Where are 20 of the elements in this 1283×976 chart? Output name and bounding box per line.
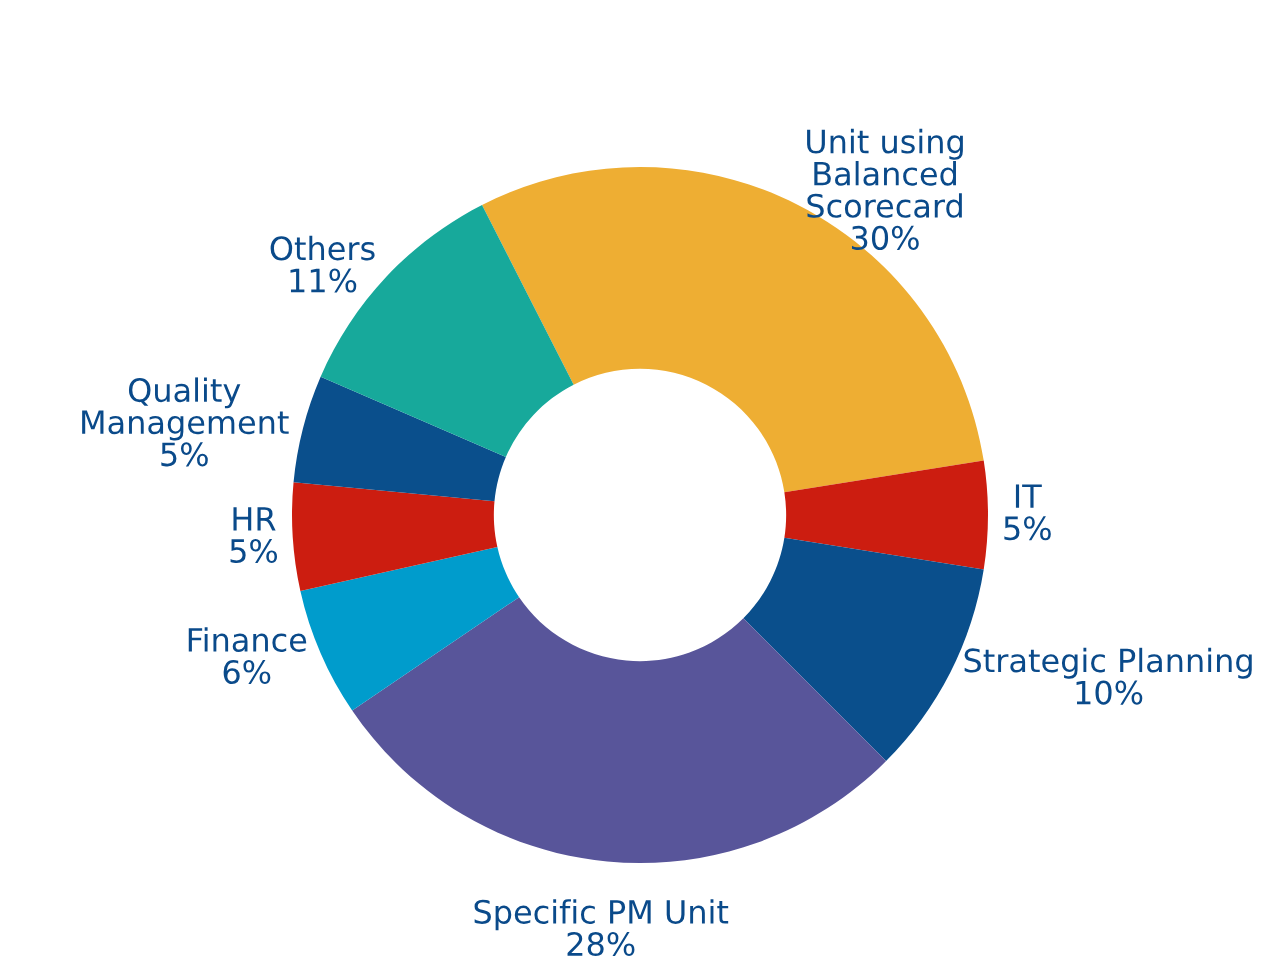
slice-label: IT	[1015, 484, 1042, 508]
data-label: 11%	[290, 268, 357, 293]
donut-slice	[784, 460, 988, 570]
donut-slice	[293, 376, 506, 502]
donut-slice	[292, 482, 498, 591]
data-label: 5%	[1004, 516, 1051, 541]
slice-label: Others	[270, 235, 375, 261]
donut-slice	[352, 597, 887, 863]
slice-label: Finance	[188, 627, 307, 652]
slice-label: Strategic Planning	[964, 647, 1252, 679]
slice-label: Specific PM Unit	[474, 899, 729, 931]
data-label: 28%	[567, 931, 635, 957]
data-label: 5%	[230, 538, 278, 564]
data-label: 30%	[851, 225, 919, 250]
slice-label: HR	[233, 507, 276, 531]
data-label: 5%	[161, 442, 208, 467]
slice-label: Unit using Balanced Scorecard	[807, 128, 963, 218]
data-label: 10%	[1076, 680, 1143, 705]
data-label: 6%	[223, 659, 271, 685]
slice-label: Quality Management	[82, 377, 289, 441]
